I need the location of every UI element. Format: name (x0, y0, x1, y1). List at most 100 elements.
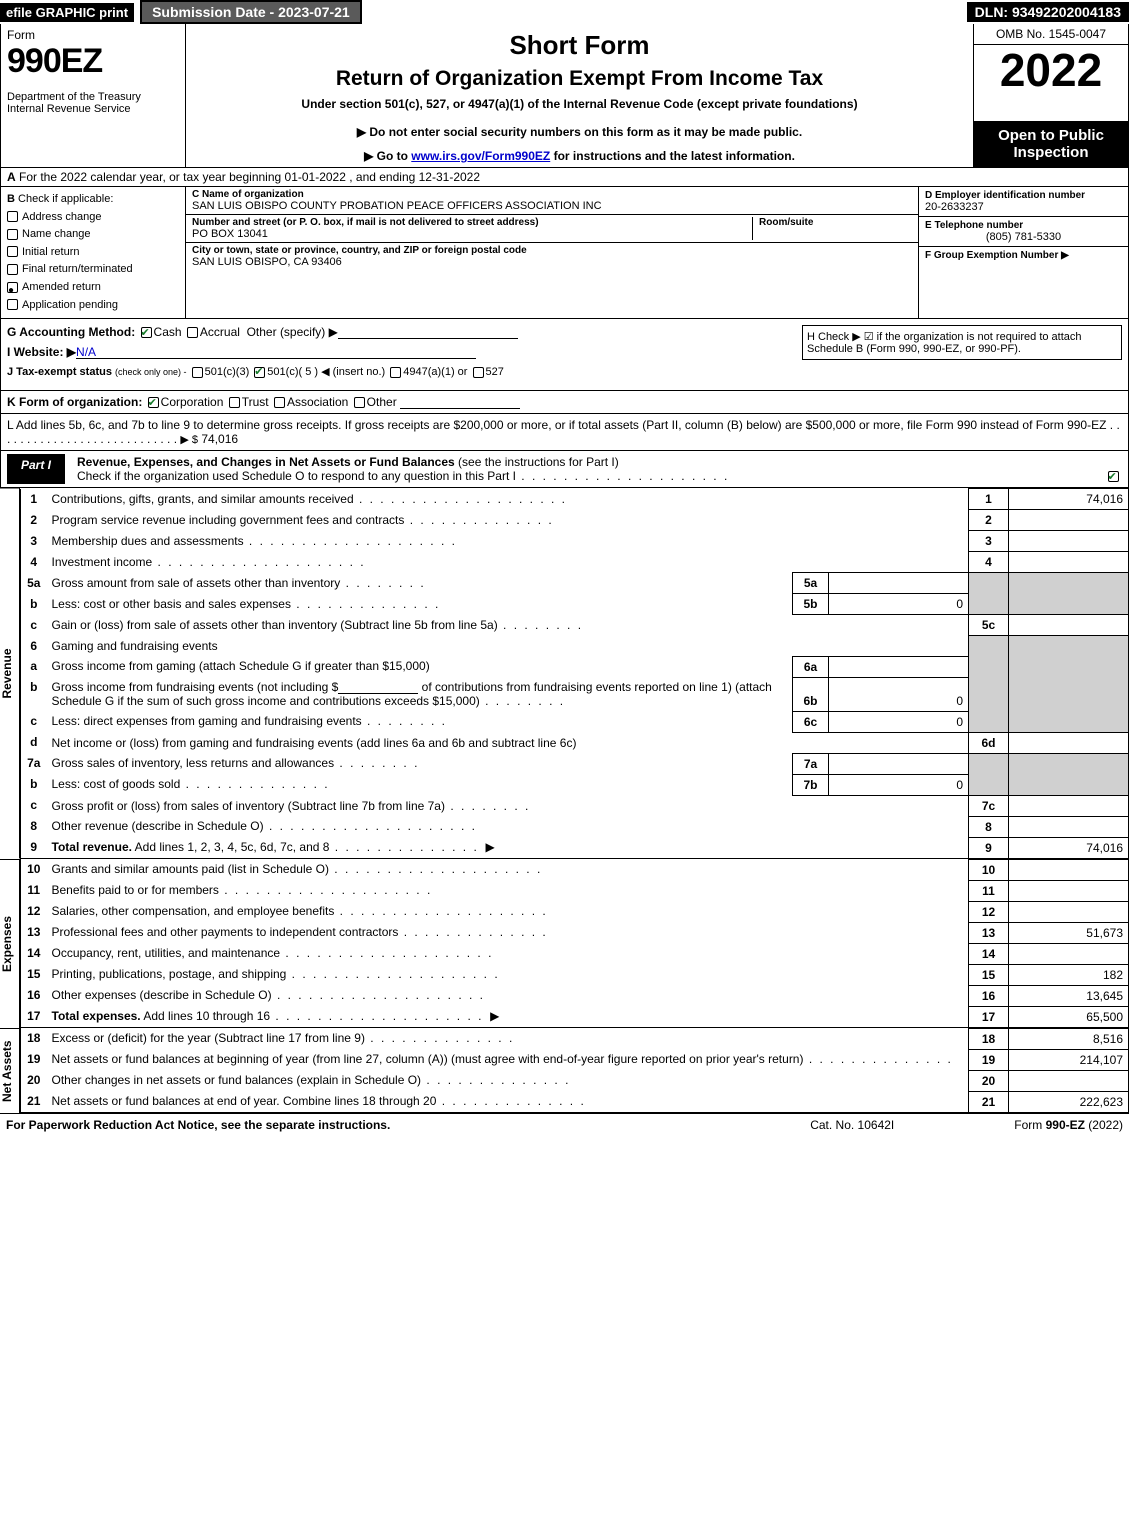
g-other-input[interactable] (338, 325, 518, 339)
footer-cat-no: Cat. No. 10642I (810, 1118, 894, 1132)
line-5a-desc: Gross amount from sale of assets other t… (52, 576, 341, 590)
line-13-val: 51,673 (1009, 922, 1129, 943)
line-6c-desc: Less: direct expenses from gaming and fu… (52, 714, 362, 728)
line-14: 14Occupancy, rent, utilities, and mainte… (21, 943, 1129, 964)
footer-right-pre: Form (1014, 1118, 1045, 1132)
j-o3: 4947(a)(1) or (403, 366, 467, 378)
e-lbl: E Telephone number (925, 220, 1122, 231)
k-other-input[interactable] (400, 395, 520, 409)
line-9-bold: Total revenue. (52, 840, 132, 854)
line-13-desc: Professional fees and other payments to … (52, 925, 399, 939)
line-1: 1Contributions, gifts, grants, and simil… (21, 489, 1129, 510)
line-10-desc: Grants and similar amounts paid (list in… (52, 862, 329, 876)
line-21-val: 222,623 (1009, 1091, 1129, 1112)
line-20-val (1009, 1070, 1129, 1091)
line-3-val (1009, 531, 1129, 552)
line-14-desc: Occupancy, rent, utilities, and maintena… (52, 946, 281, 960)
c-street-row: Number and street (or P. O. box, if mail… (186, 215, 918, 243)
line-6b-desc-pre: Gross income from fundraising events (no… (52, 680, 339, 694)
efile-print-label[interactable]: efile GRAPHIC print (0, 3, 134, 22)
line-12-desc: Salaries, other compensation, and employ… (52, 904, 335, 918)
col-b: B Check if applicable: Address change Na… (1, 187, 186, 318)
line-2: 2Program service revenue including gover… (21, 510, 1129, 531)
line-2-desc: Program service revenue including govern… (52, 513, 405, 527)
net-assets-table: 18Excess or (deficit) for the year (Subt… (20, 1028, 1129, 1113)
check-accrual[interactable] (187, 327, 198, 338)
b-item-4: Amended return (22, 281, 101, 293)
line-7a-mini (829, 753, 969, 774)
check-501c3[interactable] (192, 367, 203, 378)
revenue-section: Revenue 1Contributions, gifts, grants, a… (0, 488, 1129, 859)
l-val: 74,016 (201, 432, 238, 446)
b-item-1: Name change (22, 228, 91, 240)
check-name-change[interactable] (7, 229, 18, 240)
side-expenses: Expenses (0, 859, 20, 1028)
line-8-val (1009, 816, 1129, 837)
check-amended-return[interactable]: ● (7, 282, 18, 293)
header-block: Form 990EZ Department of the Treasury In… (0, 24, 1129, 168)
form-word: Form (7, 28, 179, 42)
part1-sub: Check if the organization used Schedule … (77, 469, 1092, 483)
check-other-org[interactable] (354, 397, 365, 408)
c-city-row: City or town, state or province, country… (186, 243, 918, 270)
b-item-0: Address change (22, 211, 102, 223)
open-to-public: Open to Public Inspection (974, 121, 1128, 167)
line-10: 10Grants and similar amounts paid (list … (21, 859, 1129, 880)
footer-right-post: (2022) (1085, 1118, 1123, 1132)
ssn-warning: ▶ Do not enter social security numbers o… (194, 125, 965, 139)
check-initial-return[interactable] (7, 246, 18, 257)
col-c: C Name of organization SAN LUIS OBISPO C… (186, 187, 918, 318)
org-street: PO BOX 13041 (192, 228, 752, 240)
line-9-val: 74,016 (1009, 837, 1129, 858)
d-lbl: D Employer identification number (925, 190, 1122, 201)
check-address-change[interactable] (7, 211, 18, 222)
org-city: SAN LUIS OBISPO, CA 93406 (192, 256, 912, 268)
f-row: F Group Exemption Number ▶ (919, 247, 1128, 264)
top-bar: efile GRAPHIC print Submission Date - 20… (0, 0, 1129, 24)
line-6b-mini: 0 (829, 677, 969, 711)
telephone-value: (805) 781-5330 (925, 231, 1122, 243)
footer-right-bold: 990-EZ (1046, 1118, 1085, 1132)
line-7b: bLess: cost of goods sold7b0 (21, 774, 1129, 795)
part1-title: Revenue, Expenses, and Changes in Net As… (77, 455, 455, 469)
part1-title-wrap: Revenue, Expenses, and Changes in Net As… (71, 451, 1098, 487)
part1-endcheck (1098, 451, 1128, 487)
line-6b: bGross income from fundraising events (n… (21, 677, 1129, 711)
check-association[interactable] (274, 397, 285, 408)
line-6-desc: Gaming and fundraising events (47, 636, 969, 657)
title-return: Return of Organization Exempt From Incom… (194, 67, 965, 91)
omb-number: OMB No. 1545-0047 (974, 24, 1128, 45)
line-6a: aGross income from gaming (attach Schedu… (21, 656, 1129, 677)
line-6b-amount-input[interactable] (338, 680, 418, 694)
part1-tag: Part I (7, 454, 65, 484)
website-value: N/A (76, 345, 476, 359)
line-10-val (1009, 859, 1129, 880)
irs-link[interactable]: www.irs.gov/Form990EZ (411, 149, 550, 163)
check-501c[interactable] (254, 367, 265, 378)
b-item-5: Application pending (22, 299, 118, 311)
k-row: K Form of organization: Corporation Trus… (0, 391, 1129, 414)
j-o4: 527 (486, 366, 504, 378)
check-application-pending[interactable] (7, 299, 18, 310)
check-4947[interactable] (390, 367, 401, 378)
l-row: L Add lines 5b, 6c, and 7b to line 9 to … (0, 414, 1129, 451)
k-o4: Other (367, 395, 397, 409)
check-527[interactable] (473, 367, 484, 378)
check-cash[interactable] (141, 327, 152, 338)
check-corporation[interactable] (148, 397, 159, 408)
line-1-desc: Contributions, gifts, grants, and simila… (52, 492, 354, 506)
line-7a-desc: Gross sales of inventory, less returns a… (52, 756, 335, 770)
check-final-return[interactable] (7, 264, 18, 275)
revenue-table: 1Contributions, gifts, grants, and simil… (20, 488, 1129, 859)
line-15: 15Printing, publications, postage, and s… (21, 964, 1129, 985)
check-schedule-o[interactable] (1108, 471, 1119, 482)
g-label: G Accounting Method: (7, 325, 135, 339)
line-19-desc: Net assets or fund balances at beginning… (52, 1052, 804, 1066)
c-city-lbl: City or town, state or province, country… (192, 245, 912, 256)
check-trust[interactable] (229, 397, 240, 408)
line-13: 13Professional fees and other payments t… (21, 922, 1129, 943)
line-11-val (1009, 880, 1129, 901)
footer-right: Form 990-EZ (2022) (1014, 1118, 1123, 1132)
submission-date-box: Submission Date - 2023-07-21 (140, 0, 362, 24)
row-a: A For the 2022 calendar year, or tax yea… (0, 168, 1129, 187)
